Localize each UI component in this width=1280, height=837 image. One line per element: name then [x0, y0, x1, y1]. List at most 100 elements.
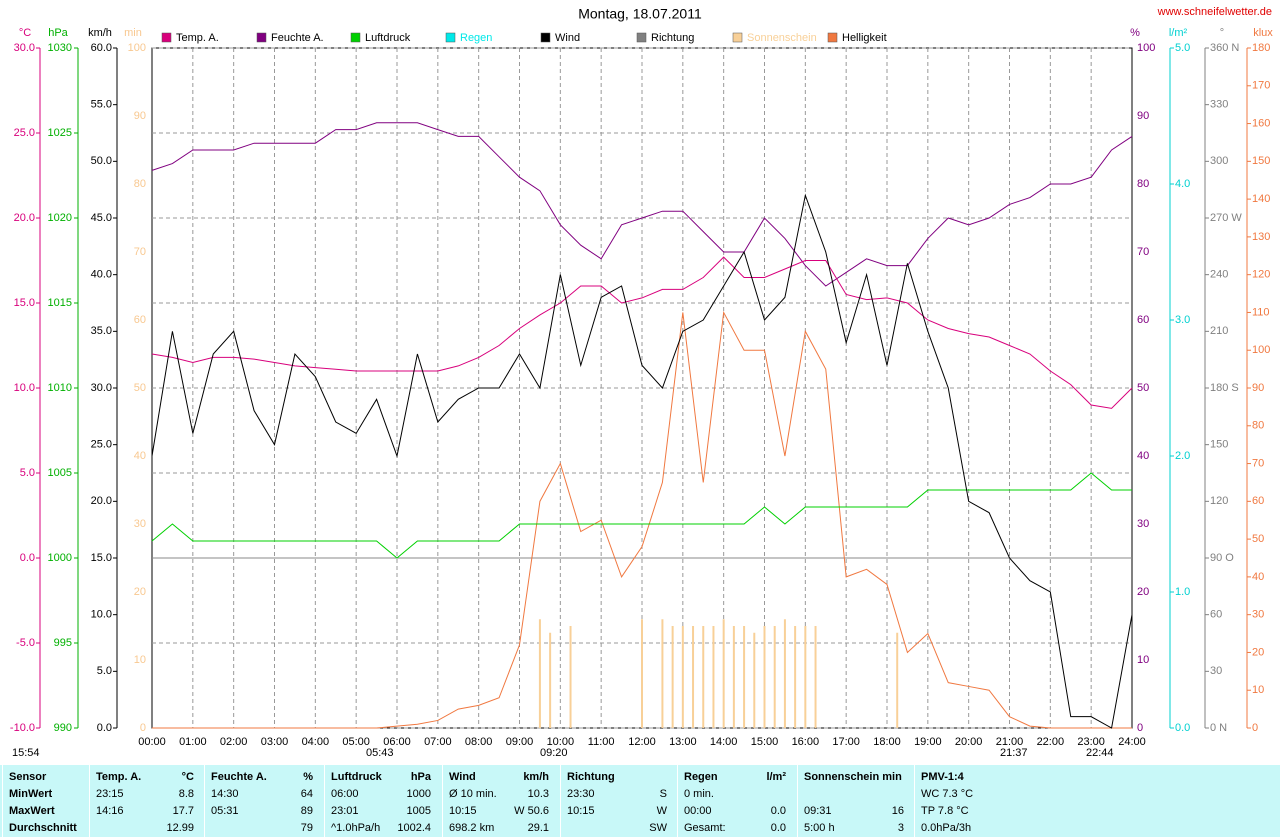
table-cell: 0 min.	[684, 788, 714, 800]
legend-swatch	[161, 32, 172, 43]
table-cell: Regen	[684, 771, 718, 783]
table-section: PMV-1:4 WC 7.3 °C TP 7.8 °C 0.0hPa/3h	[914, 765, 1015, 837]
y-tick-label: 100	[1252, 344, 1270, 356]
y-tick-label: 10	[134, 654, 146, 666]
y-tick-label: 30.0	[91, 382, 112, 394]
table-cell: 14:16	[96, 805, 124, 817]
table-cell: 09:31	[804, 805, 832, 817]
annotation: 22:44	[1086, 747, 1114, 759]
legend-label: Feuchte A.	[271, 32, 324, 44]
y-tick-label: 150	[1252, 155, 1270, 167]
y-tick-label: 35.0	[91, 325, 112, 337]
y-tick-label: 30.0	[14, 42, 35, 54]
table-cell: W	[656, 805, 667, 817]
y-tick-label: 360 N	[1210, 42, 1239, 54]
y-tick-label: 160	[1252, 117, 1270, 129]
x-tick-label: 01:00	[179, 736, 207, 748]
y-tick-label: 130	[1252, 231, 1270, 243]
y-tick-label: 210	[1210, 325, 1228, 337]
table-cell: Luftdruck	[331, 771, 382, 783]
x-tick-label: 16:00	[792, 736, 820, 748]
y-tick-label: 40	[1252, 571, 1264, 583]
table-cell: 1005	[406, 805, 431, 817]
y-tick-label: 80	[1137, 178, 1149, 190]
x-tick-label: 06:00	[383, 736, 411, 748]
table-section: Feuchte A.% 14:30 64 05:31 89 79	[204, 765, 319, 837]
y-tick-label: 0.0	[20, 552, 35, 564]
series-line	[152, 310, 1132, 729]
x-tick-label: 21:00	[996, 736, 1024, 748]
y-tick-label: 70	[1137, 246, 1149, 258]
table-cell: MinWert	[9, 788, 53, 800]
table-cell: 1000	[406, 788, 431, 800]
table-cell: Ø 10 min.	[449, 788, 497, 800]
table-cell: 0.0	[770, 822, 786, 834]
axis-unit: klux	[1253, 27, 1273, 39]
table-cell: 0.0	[770, 805, 786, 817]
axis-unit: km/h	[88, 27, 112, 39]
y-tick-label: 90	[1252, 382, 1264, 394]
table-cell: 79	[300, 822, 313, 834]
legend-swatch	[256, 32, 267, 43]
y-tick-label: 2.0	[1175, 450, 1190, 462]
table-cell: 698.2 km	[449, 822, 495, 834]
y-tick-label: 20	[1137, 586, 1149, 598]
series-line	[151, 122, 1133, 287]
y-tick-label: 1030	[48, 42, 72, 54]
y-tick-label: 240	[1210, 269, 1228, 281]
legend-swatch	[540, 32, 551, 43]
x-tick-label: 05:00	[342, 736, 370, 748]
legend-swatch	[445, 32, 456, 43]
table-cell: 1002.4	[397, 822, 431, 834]
y-tick-label: 25.0	[91, 439, 112, 451]
table-section: Wind km/h Ø 10 min. 10.3 10:15 W 50.6 698.2 km…	[442, 765, 555, 837]
table-cell: MaxWert	[9, 805, 55, 817]
table-section: Richtung 23:30 S 10:15 W SW	[560, 765, 673, 837]
table-cell: PMV-1:4	[921, 771, 964, 783]
y-tick-label: 90	[1137, 110, 1149, 122]
table-cell: S	[659, 788, 667, 800]
site-link: www.schneifelwetter.de	[1157, 6, 1272, 18]
y-tick-label: 0	[1137, 722, 1143, 734]
table-cell: W 50.6	[514, 805, 549, 817]
y-tick-label: 30	[1210, 665, 1222, 677]
y-tick-label: 20	[1252, 646, 1264, 658]
y-tick-label: 0.0	[1175, 722, 1190, 734]
table-cell: Feuchte A.	[211, 771, 267, 783]
table-cell: Richtung	[567, 771, 615, 783]
y-tick-label: 3.0	[1175, 314, 1190, 326]
legend-swatch	[827, 32, 838, 43]
y-tick-label: 180	[1252, 42, 1270, 54]
y-tick-label: 15.0	[14, 297, 35, 309]
summary-table: Sensor MinWert MaxWert Durchschnitt Temp. A.…	[0, 765, 1280, 837]
y-tick-label: 80	[1252, 420, 1264, 432]
table-cell: 14:30	[211, 788, 239, 800]
table-cell: 16	[891, 805, 904, 817]
y-tick-label: 70	[134, 246, 146, 258]
table-cell: Gesamt:	[684, 822, 726, 834]
table-cell: 89	[300, 805, 313, 817]
chart-title: Montag, 18.07.2011	[578, 6, 702, 22]
series-line	[151, 472, 1132, 559]
y-tick-label: 60	[134, 314, 146, 326]
x-tick-label: 11:00	[588, 736, 615, 748]
y-tick-label: 90	[134, 110, 146, 122]
axis-unit: %	[1130, 27, 1140, 39]
legend-label: Sonnenschein	[747, 32, 817, 44]
y-tick-label: 70	[1252, 457, 1264, 469]
table-cell: 05:31	[211, 805, 239, 817]
chart: Montag, 18.07.2011 www.schneifelwetter.d…	[10, 6, 1273, 759]
table-cell: SW	[649, 822, 667, 834]
y-tick-label: 0 N	[1210, 722, 1227, 734]
axis-unit: hPa	[48, 27, 68, 39]
y-tick-label: -10.0	[10, 722, 35, 734]
y-tick-label: 50.0	[91, 155, 112, 167]
table-cell: 0.0hPa/3h	[921, 822, 972, 834]
table-section: Luftdruck hPa 06:00 1000 23:01 1005 ^1.0hPa/h 1…	[324, 765, 437, 837]
y-tick-label: -5.0	[16, 637, 35, 649]
y-tick-label: 20	[134, 586, 146, 598]
y-tick-label: 330	[1210, 99, 1228, 111]
y-tick-label: 0	[140, 722, 146, 734]
y-tick-label: 30	[1252, 609, 1264, 621]
table-cell: 29.1	[527, 822, 549, 834]
